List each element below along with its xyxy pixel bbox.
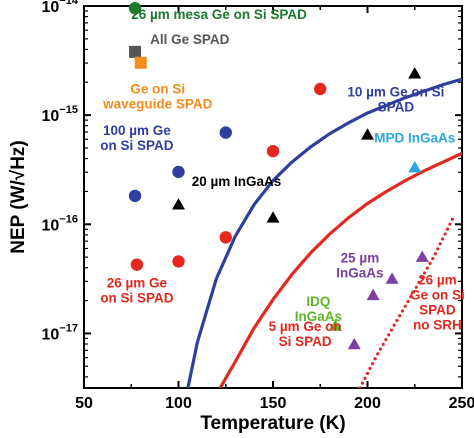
point-mpd_ingaas: [408, 161, 422, 173]
label-ingaas20: 20 µm InGaAs: [192, 174, 282, 189]
point-all_ge: [129, 45, 142, 58]
y-tick-label: 10−16: [42, 213, 78, 234]
x-tick-label: 50: [75, 395, 93, 412]
x-axis-title: Temperature (K): [200, 413, 345, 434]
label-ge5: 5 µm Ge on Si SPAD: [269, 319, 342, 349]
label-mesa: 26 µm mesa Ge on Si SPAD: [131, 7, 307, 22]
point-ge_100um: [128, 189, 142, 203]
y-tick-label: 10−15: [42, 104, 78, 125]
label-mpd: MPD InGaAs: [374, 130, 455, 145]
label-ingaas25: 25 µm InGaAs: [336, 250, 383, 280]
y-tick-label: 10−17: [42, 322, 78, 343]
point-ge_100um: [172, 165, 185, 179]
point-ge_26um: [266, 144, 280, 158]
point-ingaas_20um: [408, 67, 422, 79]
point-ge_26um: [314, 82, 327, 96]
point-ingaas_25um: [415, 250, 429, 262]
y-tick-label: 10−14: [42, 0, 79, 16]
point-ge_100um: [219, 126, 232, 139]
point-ge_26um: [219, 231, 232, 244]
plot-frame: [83, 5, 463, 389]
label-nosrh: 26 µm Ge on Si SPAD no SRH: [410, 272, 465, 332]
point-ingaas_25um: [385, 272, 399, 284]
point-ge_26um: [172, 255, 185, 268]
label-ge100: 100 µm Ge on Si SPAD: [100, 123, 174, 153]
label-ge26: 26 µm Ge on Si SPAD: [100, 276, 174, 306]
label-idq: IDQ InGaAs: [295, 294, 342, 324]
point-ingaas_20um: [361, 128, 374, 140]
axis-ticks: 50 100 150 200 250 10−14 10−15 10−16 10−17: [42, 0, 474, 412]
point-ingaas_20um: [172, 198, 185, 210]
y-axis-title: NEP (W/√Hz): [8, 140, 29, 254]
x-tick-label: 100: [165, 395, 192, 412]
label-allge: All Ge SPAD: [150, 32, 230, 47]
label-ge10: 10 µm Ge on Si SPAD: [347, 85, 444, 115]
point-ingaas_25um: [366, 288, 380, 301]
curve-model_5um: [218, 151, 462, 388]
point-mesa_ge_si: [128, 1, 142, 15]
point-ge_26um: [130, 258, 144, 271]
annotations: 26 µm mesa Ge on Si SPAD All Ge SPAD Ge on…: [100, 7, 465, 349]
label-waveguide: Ge on Si waveguide SPAD: [102, 81, 213, 111]
model-curves: [186, 77, 462, 388]
data-points: [128, 1, 429, 350]
point-ge_si_waveguide: [134, 56, 147, 69]
curve-model_26um_no_srh: [358, 217, 455, 388]
x-tick-label: 150: [260, 395, 287, 412]
point-ingaas_20um: [266, 211, 280, 223]
x-tick-label: 250: [449, 395, 474, 412]
point-ingaas_25um: [347, 337, 361, 350]
point-idq_ingaas: [328, 319, 342, 331]
x-tick-label: 200: [354, 395, 381, 412]
curve-model_10um: [186, 77, 462, 388]
